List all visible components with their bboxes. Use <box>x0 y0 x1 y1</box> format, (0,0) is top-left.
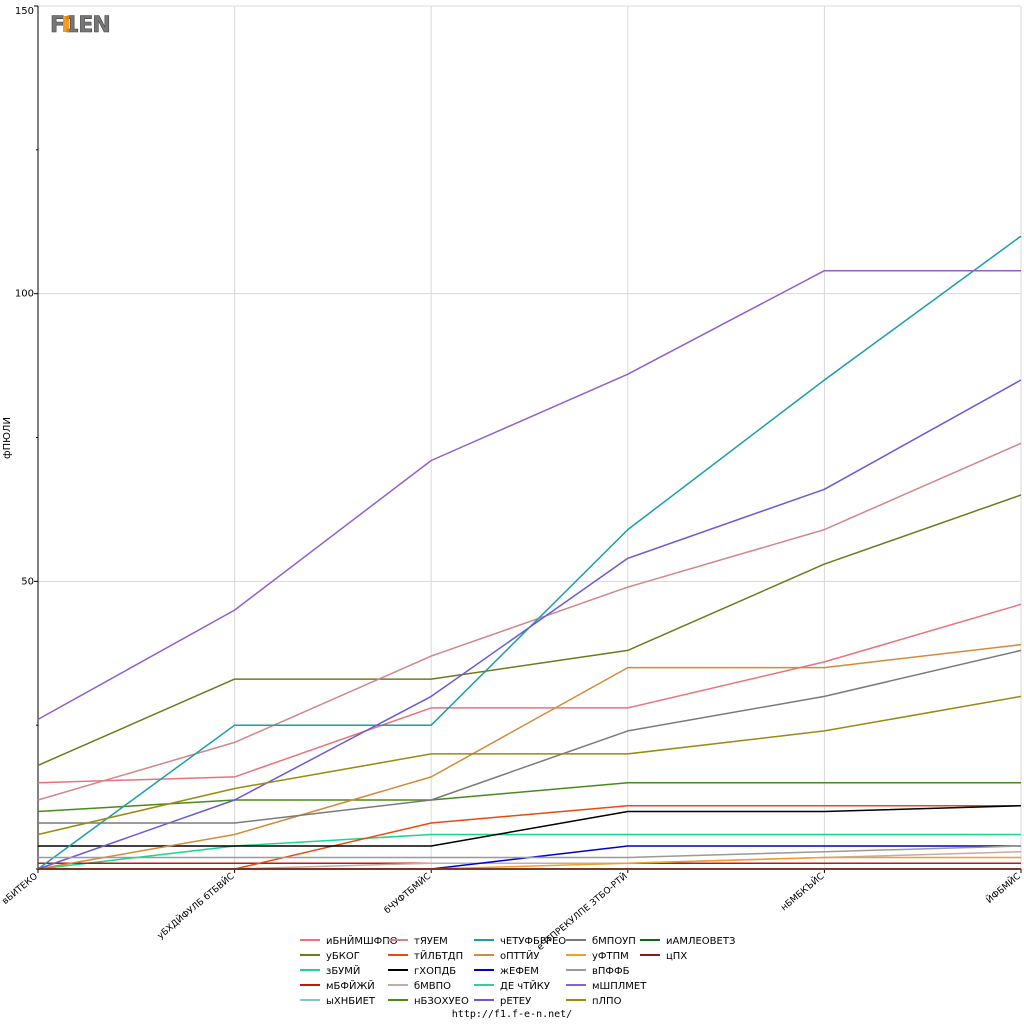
legend-label: рЕТЕУ <box>500 996 531 1007</box>
legend-label: ДЕ чТЙКУ <box>500 979 550 992</box>
series-line <box>38 649 1022 824</box>
y-ticks: 50 100 150 <box>15 5 38 870</box>
y-tick-label: 50 <box>21 576 34 587</box>
y-axis-label: фПЮЛИ <box>2 417 13 459</box>
legend-label: уБКОГ <box>326 951 360 962</box>
series-line <box>37 833 1021 870</box>
series-line <box>37 643 1022 870</box>
legend-label: жЕФЕМ <box>500 966 539 977</box>
legend-label: вПФФБ <box>592 966 630 977</box>
grid <box>38 5 1022 869</box>
x-tick-label: вБИТЕКО <box>1 872 40 907</box>
legend-label: зБУМЙ <box>326 964 360 977</box>
legend-label: чЕТУФБРРЕО <box>500 936 566 947</box>
series-line <box>37 695 1022 836</box>
legend-label: нБЗОХУЕО <box>414 996 469 1007</box>
legend-label: бМВПО <box>414 981 451 992</box>
series-line <box>37 379 1022 870</box>
series-line <box>37 781 1021 813</box>
axes <box>37 6 1021 870</box>
legend-label: иАМЛЕОВЕТЗ <box>666 936 735 947</box>
legend-label: тЙЛБТДП <box>414 949 463 962</box>
series-lines <box>37 235 1022 870</box>
f1en-logo: F1EN <box>48 11 111 38</box>
series-line <box>37 442 1022 801</box>
x-tick-label: нБМБКЪЙС <box>778 870 826 913</box>
series-line <box>38 804 1021 870</box>
logo-text: F1EN <box>50 13 110 38</box>
legend: иБНЙМШФПО уБКОГ зБУМЙ мБФЙЖЙ ыХНБИЕТ тЯУЕМ тЙЛ… <box>300 934 735 1007</box>
legend-label: мШПЛМЕТ <box>592 981 647 992</box>
legend-label: мБФЙЖЙ <box>326 979 375 992</box>
series-line <box>37 494 1022 767</box>
legend-label: гХОПДБ <box>414 966 456 977</box>
logo-accent <box>63 16 69 32</box>
x-tick-label: бЧУФТБМЙС <box>381 870 433 916</box>
series-line <box>37 603 1022 784</box>
legend-label: бМПОУП <box>592 936 636 947</box>
series-line <box>37 269 1021 721</box>
y-tick-label: 150 <box>15 6 34 17</box>
x-tick-label: уБХДЙФУЛБ бТБВЙС <box>155 870 237 941</box>
footer-url[interactable]: http://f1.f-e-n.net/ <box>452 1009 572 1020</box>
y-tick-label: 100 <box>15 289 34 300</box>
legend-label: уФТПМ <box>592 951 629 962</box>
series-line <box>38 804 1022 847</box>
legend-label: иБНЙМШФПО <box>326 934 398 947</box>
legend-label: пЛПО <box>592 996 622 1007</box>
legend-label: ыХНБИЕТ <box>326 996 376 1007</box>
logo-background <box>48 11 98 35</box>
series-line <box>38 845 1022 859</box>
legend-label: оПТТЙУ <box>500 949 539 962</box>
legend-label: тЯУЕМ <box>414 936 448 947</box>
x-tick-label: ЙФБМЙС <box>983 870 1022 906</box>
series-line <box>37 235 1022 870</box>
legend-label: цПХ <box>666 951 687 962</box>
